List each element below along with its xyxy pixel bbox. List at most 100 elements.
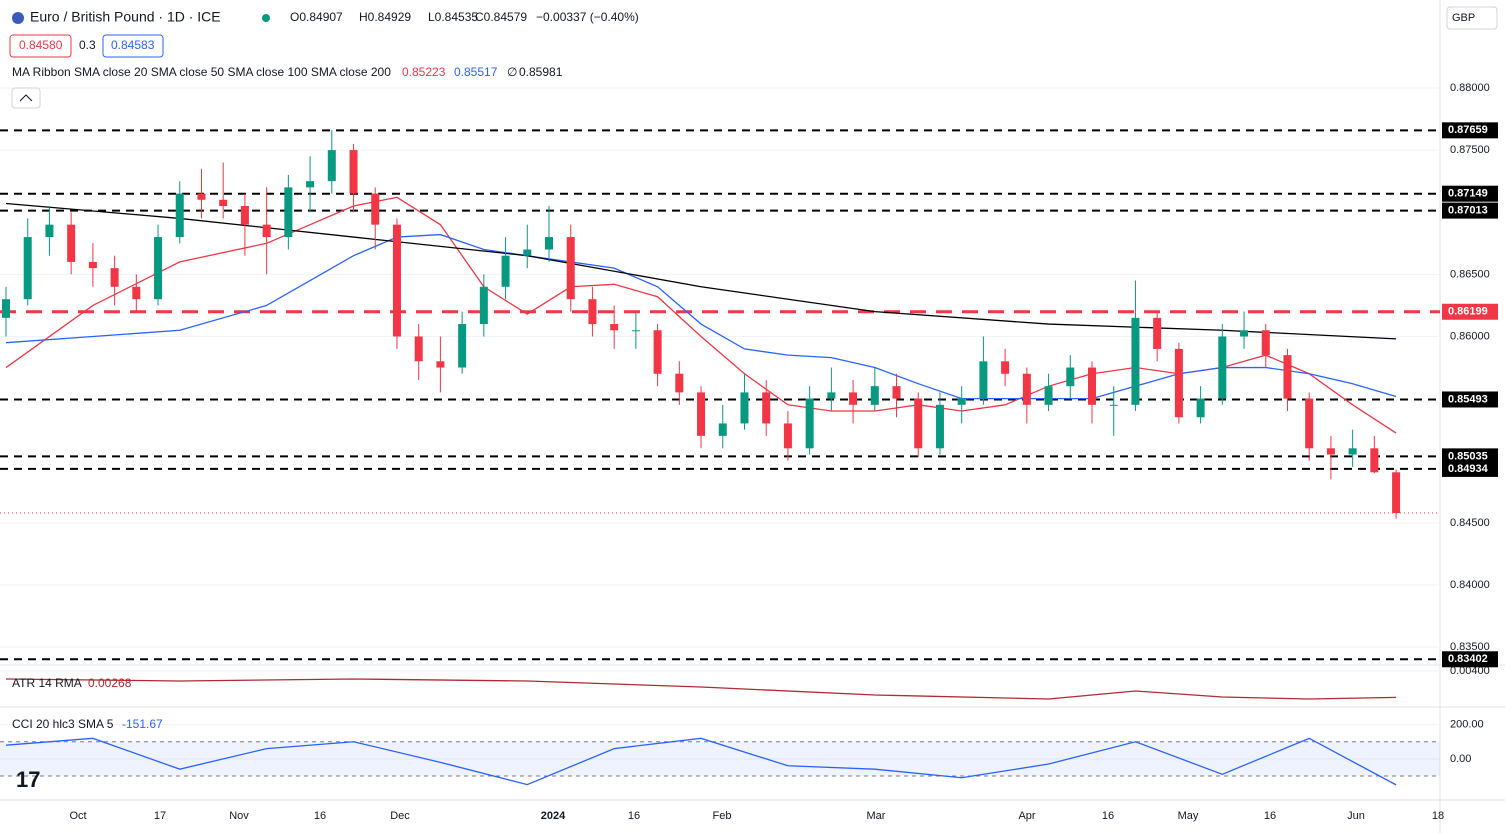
candle-body xyxy=(110,268,119,287)
candle-body xyxy=(1044,386,1053,405)
candle-body xyxy=(1088,367,1096,405)
candle-body xyxy=(849,392,858,405)
status-dot xyxy=(262,14,270,22)
candle-body xyxy=(870,386,879,405)
candle-body xyxy=(1218,336,1227,399)
candle-body xyxy=(175,193,184,238)
candle-body xyxy=(349,150,358,194)
ma-line xyxy=(5,233,1397,400)
candle-body xyxy=(762,392,771,424)
candle-body xyxy=(1348,448,1357,455)
ohlc-open: O0.84907 xyxy=(290,10,343,24)
candle-body xyxy=(914,398,923,449)
currency-button[interactable] xyxy=(1446,6,1498,30)
candle-body xyxy=(306,181,315,188)
level-label: 0.87013 xyxy=(1448,205,1488,217)
buy-price[interactable]: 0.84583 xyxy=(111,38,155,52)
sma50-value: 0.85517 xyxy=(454,65,498,79)
header: Euro / British Pound · 1D · ICE O0.84907… xyxy=(9,6,1498,792)
candle-body xyxy=(1001,361,1010,374)
tv-logo: 17 xyxy=(16,767,40,792)
candle-body xyxy=(154,237,163,300)
cci-label: CCI 20 hlc3 SMA 5 xyxy=(12,717,114,731)
level-tag xyxy=(1442,460,1498,477)
ohlc-close: C0.84579 xyxy=(475,10,527,24)
candle-body xyxy=(1066,367,1075,387)
candle-body xyxy=(240,206,249,225)
candle-body xyxy=(718,423,727,436)
y-tick-label: 0.00 xyxy=(1450,753,1471,765)
ohlc-low: L0.84535 xyxy=(428,10,478,24)
y-tick-label: 0.00400 xyxy=(1450,665,1490,677)
y-tick-label: 0.84000 xyxy=(1450,579,1490,591)
candle-body xyxy=(697,392,706,436)
level-label: 0.83402 xyxy=(1448,653,1488,665)
candle-body xyxy=(979,361,988,399)
candle-body xyxy=(414,336,423,362)
x-tick-label: Feb xyxy=(713,810,732,822)
x-tick-label: Mar xyxy=(867,810,886,822)
candle-body xyxy=(2,299,10,318)
candle-body xyxy=(783,423,792,449)
candle-body xyxy=(501,255,510,287)
candle-body xyxy=(805,398,814,449)
y-tick-label: 0.83500 xyxy=(1450,641,1490,653)
candle-body xyxy=(827,392,836,399)
ma-ribbon-label[interactable]: MA Ribbon SMA close 20 SMA close 50 SMA … xyxy=(12,65,391,79)
level-tag xyxy=(1442,122,1498,139)
sell-price[interactable]: 0.84580 xyxy=(19,38,63,52)
cci-band xyxy=(0,741,1440,777)
symbol-title[interactable]: Euro / British Pound · 1D · ICE xyxy=(30,9,221,25)
level-tag xyxy=(1442,303,1498,320)
candle-body xyxy=(1131,317,1140,405)
candle-body xyxy=(610,324,619,331)
sma100-value: ∅ xyxy=(507,65,517,79)
y-tick-label: 0.86000 xyxy=(1450,330,1490,342)
x-tick-label: 17 xyxy=(154,810,166,822)
x-tick-label: 2024 xyxy=(541,810,566,822)
candle-body xyxy=(479,286,488,325)
level-label: 0.85493 xyxy=(1448,393,1488,405)
candle-body xyxy=(88,261,97,269)
x-tick-label: Oct xyxy=(69,810,86,822)
y-tick-label: 0.86500 xyxy=(1450,268,1490,280)
level-label: 0.85035 xyxy=(1448,450,1488,462)
y-tick-label: 200.00 xyxy=(1450,719,1484,731)
candle-body xyxy=(631,330,640,332)
collapse-icon xyxy=(19,94,33,102)
candle-body xyxy=(935,404,944,449)
candle-body xyxy=(23,237,32,300)
x-tick-label: Dec xyxy=(390,810,410,822)
candle-body xyxy=(1305,398,1314,449)
currency[interactable]: GBP xyxy=(1452,12,1475,24)
buy-button[interactable] xyxy=(102,34,164,58)
candle-body xyxy=(1174,348,1183,418)
candle-body xyxy=(219,199,228,207)
ohlc-change: −0.00337 (−0.40%) xyxy=(536,10,639,24)
candle-body xyxy=(588,299,597,325)
x-tick-label: Apr xyxy=(1018,810,1035,822)
candle-body xyxy=(1109,404,1118,406)
candle-body xyxy=(1392,472,1401,514)
candle-body xyxy=(132,286,141,300)
candle-body xyxy=(262,224,271,238)
level-label: 0.87659 xyxy=(1448,124,1488,136)
sell-button[interactable] xyxy=(9,34,72,58)
candle-body xyxy=(1153,317,1162,349)
sma20-value: 0.85223 xyxy=(402,65,446,79)
symbol-icon xyxy=(12,12,24,24)
level-label: 0.86199 xyxy=(1448,306,1488,318)
candle-body xyxy=(523,249,532,256)
x-tick-label: 16 xyxy=(628,810,640,822)
collapse-button[interactable] xyxy=(11,87,41,109)
candle-body xyxy=(957,398,966,405)
x-tick-label: Jun xyxy=(1347,810,1365,822)
candle-body xyxy=(1196,398,1205,418)
candle-body xyxy=(653,330,662,374)
x-tick-label: 18 xyxy=(1432,810,1444,822)
ma-line xyxy=(5,202,1397,340)
level-tag xyxy=(1442,391,1498,408)
level-label: 0.87149 xyxy=(1448,188,1488,200)
